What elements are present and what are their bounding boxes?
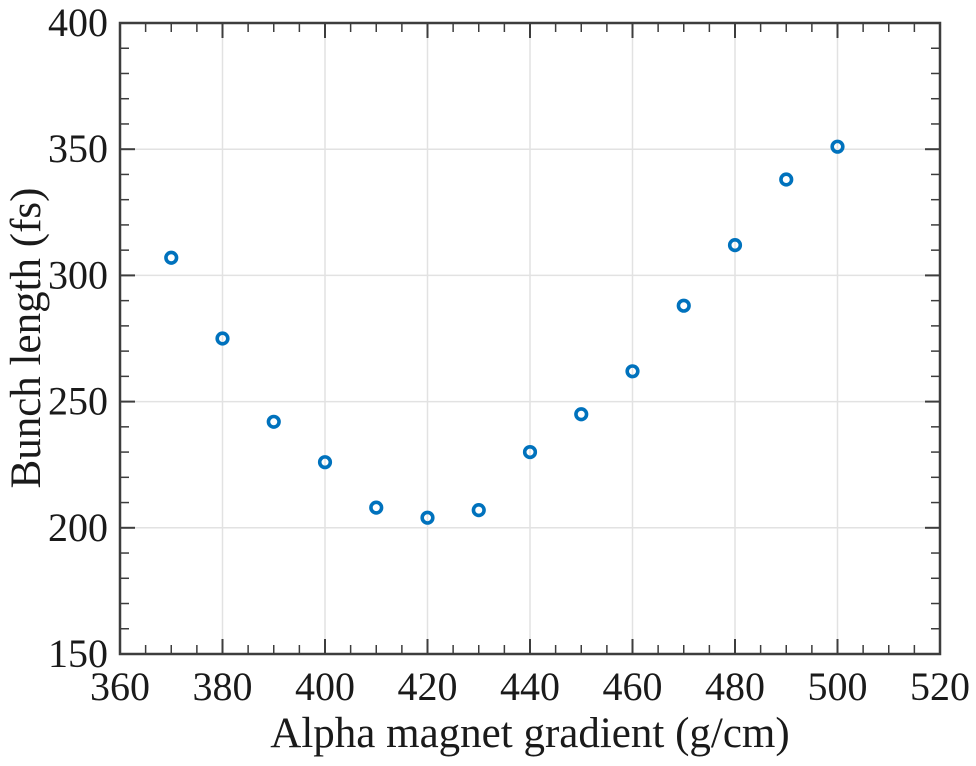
data-point (522, 444, 538, 460)
data-point (574, 407, 589, 422)
x-tick-label: 400 (295, 664, 355, 709)
y-tick-label: 250 (48, 379, 108, 424)
data-points (164, 139, 845, 525)
data-point (369, 500, 384, 515)
x-tick-label: 420 (398, 664, 458, 709)
y-tick-label: 400 (48, 0, 108, 45)
x-axis-label: Alpha magnet gradient (g/cm) (270, 710, 789, 757)
data-point (779, 172, 794, 187)
data-point (727, 238, 743, 253)
x-tick-label: 520 (910, 664, 970, 709)
x-tick-label: 440 (500, 664, 560, 709)
data-point (164, 250, 179, 265)
x-tick-label: 460 (603, 664, 663, 709)
y-tick-label: 200 (48, 505, 108, 550)
y-tick-label: 300 (48, 252, 108, 297)
data-point (676, 298, 691, 313)
tick-labels: 360 380 400 420 440 460 480 500 520 150 200 250 300 3… (48, 0, 970, 709)
y-tick-label: 350 (48, 126, 108, 171)
data-point (215, 331, 230, 346)
plot-border (118, 21, 942, 656)
data-point (625, 364, 640, 379)
x-tick-label: 480 (705, 664, 765, 709)
gridlines (120, 23, 940, 654)
data-point (266, 414, 281, 429)
y-axis-label: Bunch length (fs) (3, 188, 50, 489)
x-tick-label: 360 (90, 664, 150, 709)
x-tick-label: 500 (808, 664, 868, 709)
x-tick-label: 380 (193, 664, 253, 709)
y-tick-label: 150 (48, 631, 108, 676)
data-point (471, 503, 486, 518)
data-point (420, 510, 435, 525)
data-point (830, 139, 845, 154)
data-point (317, 455, 333, 470)
